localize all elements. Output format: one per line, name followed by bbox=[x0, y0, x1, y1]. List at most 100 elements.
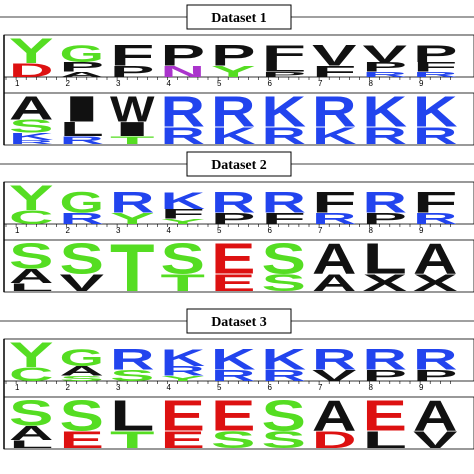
logo-letter-k: K bbox=[211, 123, 257, 150]
logo-letter-y: Y bbox=[161, 217, 206, 226]
logo-letter-f: F bbox=[312, 187, 357, 219]
logo-letter-s: S bbox=[60, 236, 105, 284]
logo-letter-f: F bbox=[110, 40, 155, 72]
logo-letter-p: P bbox=[211, 210, 257, 228]
logo-letter-v: V bbox=[312, 367, 358, 385]
logo-letter-r: R bbox=[413, 344, 458, 376]
position-label: 9 bbox=[419, 383, 424, 392]
logo-letter-a: A bbox=[413, 393, 458, 441]
logo-letter-r: R bbox=[60, 210, 106, 228]
logo-letter-v: V bbox=[363, 41, 409, 68]
logo-letter-a: A bbox=[9, 266, 54, 288]
logo-letter-p: P bbox=[110, 63, 156, 81]
logo-letter-l: L bbox=[363, 236, 408, 284]
logo-letter-r: R bbox=[211, 187, 256, 219]
logo-letter-k: K bbox=[363, 89, 408, 137]
position-label: 7 bbox=[318, 383, 323, 392]
position-label: 3 bbox=[116, 226, 121, 235]
logo-letter-r: R bbox=[262, 123, 307, 150]
logo-letter-e: E bbox=[211, 393, 256, 441]
logo-letter-k: K bbox=[161, 188, 206, 215]
logo-letter-n: N bbox=[161, 63, 206, 81]
logo-letter-r: R bbox=[211, 367, 257, 385]
logo-letter-r: R bbox=[161, 364, 207, 379]
position-label: 3 bbox=[116, 383, 121, 392]
dataset-title: Dataset 2 bbox=[211, 158, 267, 173]
dataset-panel: Dataset 1YDASKR1GPAILR2FPWIT3PNRR4PYRK5F… bbox=[0, 4, 474, 150]
position-label: 2 bbox=[66, 79, 71, 88]
logo-letter-s: S bbox=[9, 392, 54, 433]
logo-letter-s: S bbox=[60, 374, 105, 383]
logo-letter-a: A bbox=[9, 90, 54, 127]
logo-letter-e: E bbox=[161, 427, 206, 454]
logo-letter-p: P bbox=[363, 210, 409, 228]
logo-letter-s: S bbox=[60, 393, 105, 441]
logo-letter-p: P bbox=[363, 60, 408, 75]
logo-letter-r: R bbox=[312, 344, 357, 376]
logo-letter-x: X bbox=[363, 270, 408, 297]
logo-letter-s: S bbox=[262, 270, 307, 297]
position-label: 7 bbox=[318, 79, 323, 88]
logo-letter-p: P bbox=[262, 70, 307, 79]
position-label: 1 bbox=[15, 383, 20, 392]
position-label: 5 bbox=[217, 79, 222, 88]
logo-letter-s: S bbox=[161, 236, 206, 284]
position-label: 6 bbox=[268, 383, 273, 392]
logo-letter-s: S bbox=[9, 235, 54, 276]
logo-letter-a: A bbox=[312, 236, 357, 284]
position-label: 7 bbox=[318, 226, 323, 235]
logo-letter-p: P bbox=[363, 367, 409, 385]
logo-letter-r: R bbox=[262, 187, 307, 219]
logo-letter-k: K bbox=[413, 89, 458, 137]
logo-letter-a: A bbox=[413, 236, 458, 284]
panels-layer: Dataset 1YDASKR1GPAILR2FPWIT3PNRR4PYRK5F… bbox=[0, 4, 474, 454]
position-label: 9 bbox=[419, 226, 424, 235]
logo-letter-r: R bbox=[60, 135, 105, 147]
logo-letter-y: Y bbox=[9, 178, 54, 218]
logo-letter-r: R bbox=[363, 123, 408, 150]
position-label: 2 bbox=[66, 226, 71, 235]
logo-letter-c: C bbox=[9, 364, 54, 386]
logo-letter-p: P bbox=[413, 41, 458, 68]
logo-letter-s: S bbox=[110, 367, 156, 385]
logo-letter-f: F bbox=[262, 41, 307, 68]
logo-letter-k: K bbox=[262, 344, 307, 376]
logo-letter-f: F bbox=[413, 60, 458, 75]
logo-letter-r: R bbox=[161, 123, 206, 150]
logo-letter-a: A bbox=[60, 364, 106, 379]
logo-letter-r: R bbox=[161, 89, 206, 137]
logo-letter-y: Y bbox=[9, 31, 54, 71]
logo-letter-p: P bbox=[413, 367, 459, 385]
logo-letter-s: S bbox=[262, 393, 307, 441]
logo-letter-g: G bbox=[60, 345, 105, 372]
logo-letter-p: P bbox=[211, 40, 256, 72]
logo-letter-a: A bbox=[9, 423, 54, 445]
logo-letter-s: S bbox=[262, 236, 307, 284]
position-label: 4 bbox=[167, 226, 172, 235]
logo-letter-e: E bbox=[211, 236, 256, 284]
logo-letter-k: K bbox=[9, 132, 58, 143]
position-label: 4 bbox=[167, 79, 172, 88]
logo-letter-s: S bbox=[262, 427, 307, 454]
logo-letter-r: R bbox=[363, 70, 413, 79]
logo-letter-y: Y bbox=[161, 374, 206, 383]
dataset-title: Dataset 3 bbox=[211, 315, 267, 330]
logo-letter-r: R bbox=[363, 187, 408, 219]
logo-letter-l: L bbox=[60, 119, 105, 141]
logo-letter-i: I bbox=[60, 88, 105, 129]
logo-letter-l: L bbox=[9, 439, 55, 451]
position-label: 3 bbox=[116, 79, 121, 88]
logo-letter-c: C bbox=[9, 207, 54, 229]
logo-letter-p: P bbox=[60, 60, 105, 75]
logo-letter-r: R bbox=[110, 344, 155, 376]
logo-letter-r: R bbox=[211, 89, 256, 137]
logo-letter-y: Y bbox=[110, 210, 156, 228]
logo-letter-v: V bbox=[60, 270, 105, 297]
logo-letter-k: K bbox=[262, 89, 307, 137]
logo-letter-y: Y bbox=[211, 63, 257, 81]
position-label: 2 bbox=[66, 383, 71, 392]
logo-letter-g: G bbox=[60, 41, 105, 68]
logo-letter-l: L bbox=[363, 427, 408, 454]
logo-letter-d: D bbox=[312, 427, 357, 454]
logo-letter-x: X bbox=[413, 270, 458, 297]
